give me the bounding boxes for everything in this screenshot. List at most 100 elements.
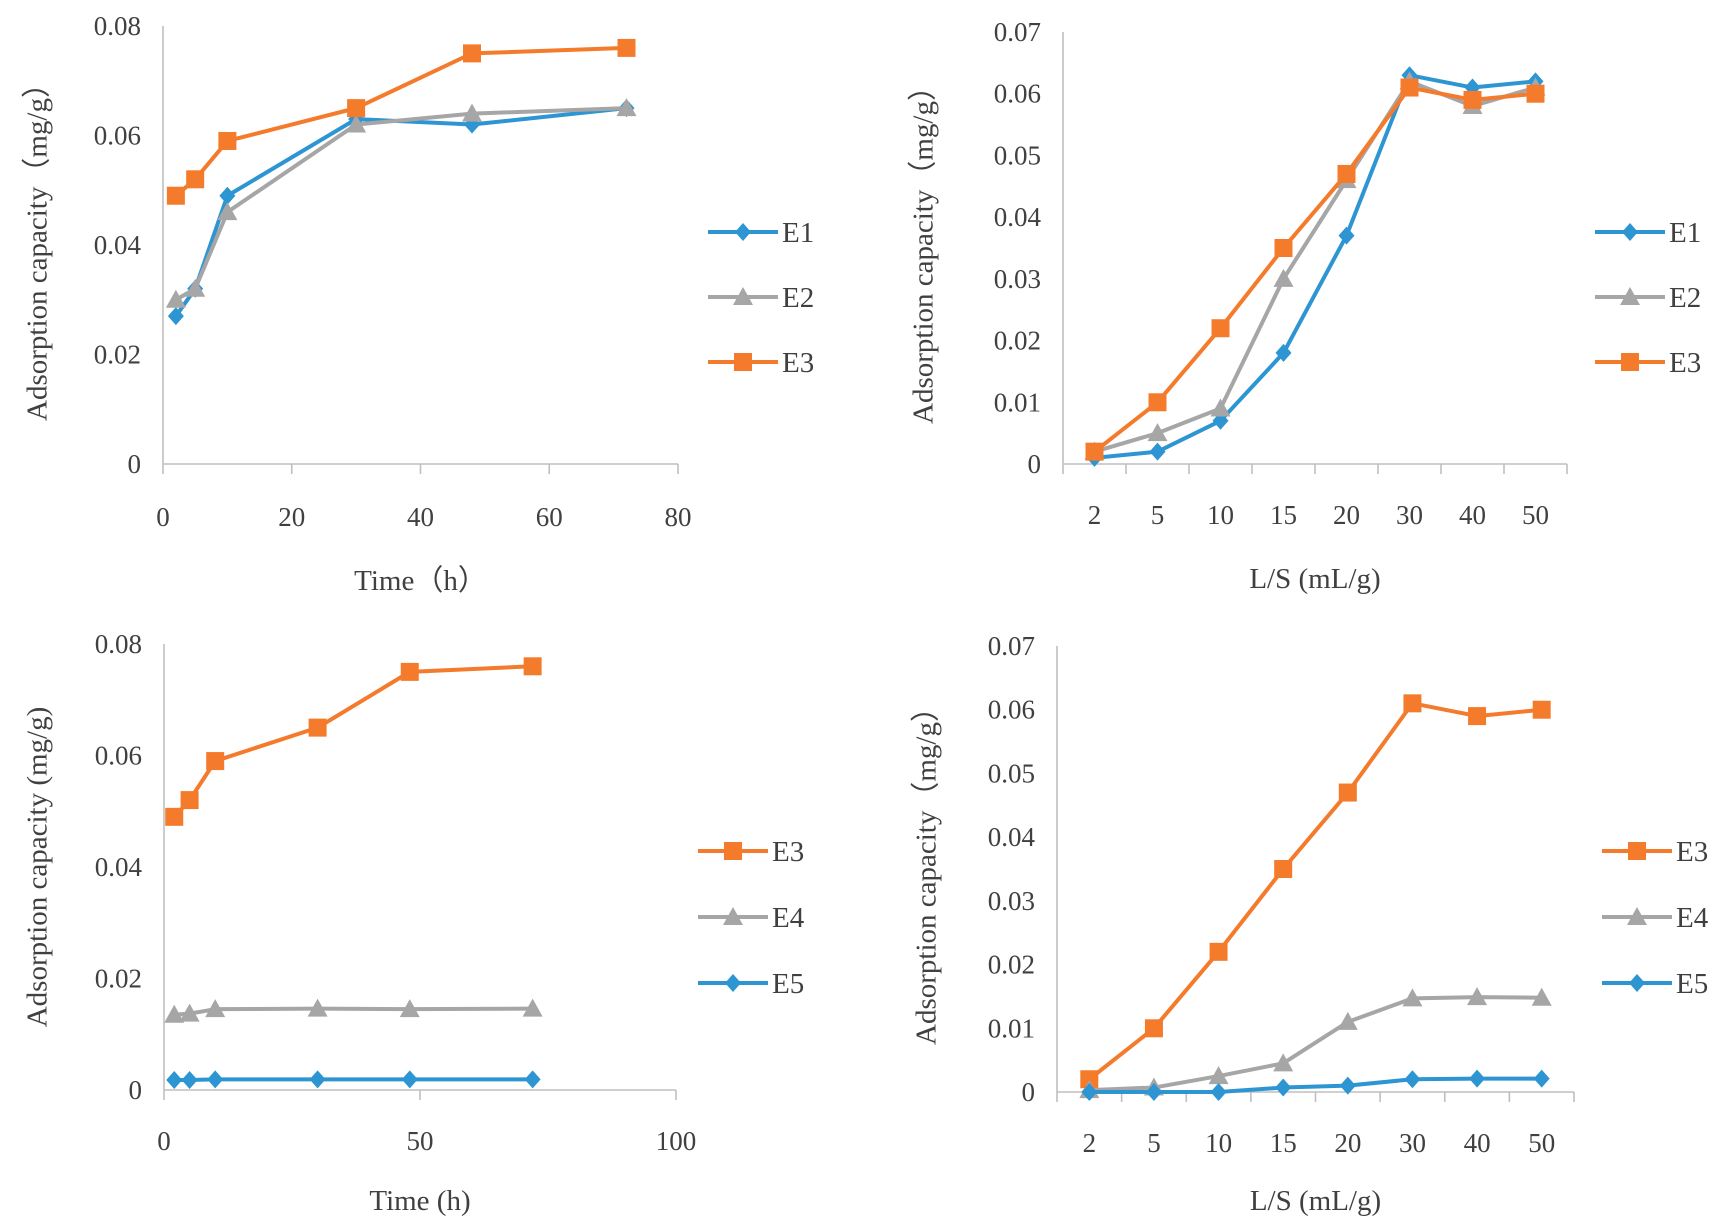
data-point-e3: [1532, 700, 1551, 719]
data-point-e5: [207, 1070, 224, 1089]
y-tick-label: 0.04: [988, 822, 1036, 852]
data-point-e3: [1209, 942, 1228, 961]
data-point-e3: [1274, 239, 1293, 257]
series-line-e3: [1088, 701, 1542, 1081]
data-point-e5: [1081, 1083, 1098, 1101]
chart-adsorption-vs-time-e3-e5: 0 0.02 0.04 0.06 0.08 0 50 100 Time (h) Adsorptio…: [22, 629, 805, 1217]
legend-marker-e3: [734, 353, 752, 371]
data-point-e1: [1149, 442, 1166, 461]
series-line-e4: [174, 1006, 533, 1017]
data-point-e3: [347, 99, 366, 118]
x-tick-label: 30: [1399, 1128, 1426, 1158]
x-tick-label: 0: [157, 1126, 171, 1156]
data-point-e1: [1338, 226, 1355, 245]
data-point-e3: [1463, 90, 1482, 109]
data-point-e3: [180, 791, 199, 810]
x-tick-label: 20: [1334, 1128, 1361, 1158]
data-point-e3: [186, 170, 205, 189]
data-point-e5: [1210, 1083, 1227, 1101]
legend-marker-e3: [724, 842, 742, 860]
x-axis-title: Time（h）: [354, 565, 487, 597]
y-tick-label: 0: [1028, 449, 1042, 479]
data-point-e3: [1080, 1070, 1099, 1089]
legend-marker-e1: [735, 223, 751, 241]
data-point-e3: [308, 718, 327, 737]
series-line-e2: [1093, 79, 1537, 454]
y-tick-label: 0.06: [988, 695, 1035, 725]
data-point-e5: [1339, 1076, 1356, 1095]
legend-label-e1: E1: [782, 217, 814, 249]
data-point-e4: [179, 1003, 200, 1022]
chart-adsorption-vs-time-e1-e3: 0 0.02 0.04 0.06 0.08 0 20 40 60 80 Time（h） Adsorpt…: [22, 11, 815, 597]
data-point-e5: [1145, 1083, 1162, 1101]
y-tick-label: 0.06: [94, 121, 141, 151]
data-point-e5: [524, 1070, 541, 1089]
y-tick-label: 0.05: [994, 140, 1041, 170]
data-point-e4: [1208, 1066, 1229, 1085]
data-point-e2: [346, 114, 367, 133]
data-point-e3: [1148, 393, 1167, 412]
data-point-e2: [1273, 268, 1294, 287]
data-point-e4: [164, 1004, 185, 1023]
data-point-e5: [1275, 1078, 1292, 1097]
chart-adsorption-vs-ls-e1-e3: 0 0.01 0.02 0.03 0.04 0.05 0.06 0.07 2 5 10 15 20 30 4…: [908, 17, 1702, 595]
y-axis-title: Adsorption capacity（mg/g）: [911, 693, 943, 1045]
legend-marker-e5: [725, 974, 741, 992]
y-tick-label: 0.02: [95, 964, 142, 994]
data-point-e3: [1468, 707, 1487, 726]
y-tick-label: 0.01: [994, 387, 1041, 417]
data-point-e5: [181, 1070, 198, 1089]
x-tick-label: 30: [1396, 500, 1423, 530]
data-point-e3: [617, 38, 636, 57]
y-tick-label: 0.08: [95, 629, 142, 659]
legend-label-e2: E2: [782, 282, 814, 314]
legend-label-e5: E5: [1676, 968, 1708, 1000]
data-point-e4: [1467, 987, 1488, 1006]
data-point-e3: [463, 44, 481, 63]
legend-marker-e1: [1622, 223, 1638, 241]
legend-marker-e2: [1620, 287, 1640, 305]
x-tick-label: 15: [1270, 500, 1297, 530]
x-tick-label: 0: [156, 502, 170, 532]
x-tick-label: 80: [665, 502, 692, 532]
y-tick-label: 0.07: [988, 631, 1035, 661]
y-tick-label: 0.06: [994, 79, 1041, 109]
y-axis-title: Adsorption capacity (mg/g): [22, 707, 54, 1028]
x-tick-label: 5: [1151, 500, 1165, 530]
data-point-e1: [167, 307, 184, 326]
x-tick-label: 40: [1459, 500, 1486, 530]
data-point-e4: [522, 998, 543, 1017]
y-tick-label: 0.08: [94, 11, 141, 41]
y-tick-label: 0.02: [988, 950, 1035, 980]
x-tick-label: 10: [1207, 500, 1234, 530]
data-point-e4: [1273, 1053, 1294, 1072]
legend-marker-e4: [1627, 907, 1647, 925]
legend-marker-e2: [733, 287, 753, 305]
data-point-e3: [165, 807, 184, 826]
data-point-e3: [1338, 783, 1357, 802]
data-point-e4: [1531, 987, 1552, 1006]
data-point-e3: [1337, 164, 1356, 183]
data-point-e4: [399, 999, 420, 1018]
legend-marker-e5: [1629, 974, 1645, 992]
data-point-e3: [206, 752, 225, 771]
y-tick-label: 0.04: [94, 230, 142, 260]
legend-marker-e3: [1621, 353, 1639, 371]
data-point-e3: [1403, 694, 1422, 713]
data-point-e3: [1144, 1019, 1163, 1038]
x-tick-label: 5: [1147, 1128, 1161, 1158]
data-point-e4: [1337, 1011, 1358, 1030]
series-line-e5: [1089, 1076, 1542, 1094]
series-line-e4: [1089, 995, 1542, 1093]
y-tick-label: 0.04: [95, 852, 143, 882]
data-point-e2: [165, 289, 186, 308]
y-tick-label: 0.03: [994, 264, 1041, 294]
data-point-e5: [401, 1070, 418, 1089]
x-tick-label: 20: [1333, 500, 1360, 530]
y-tick-label: 0: [128, 449, 142, 479]
legend-label-e4: E4: [1676, 902, 1709, 934]
x-axis-title: L/S (mL/g): [1249, 563, 1380, 595]
data-point-e2: [1210, 398, 1231, 417]
legend-label-e3: E3: [782, 347, 814, 379]
